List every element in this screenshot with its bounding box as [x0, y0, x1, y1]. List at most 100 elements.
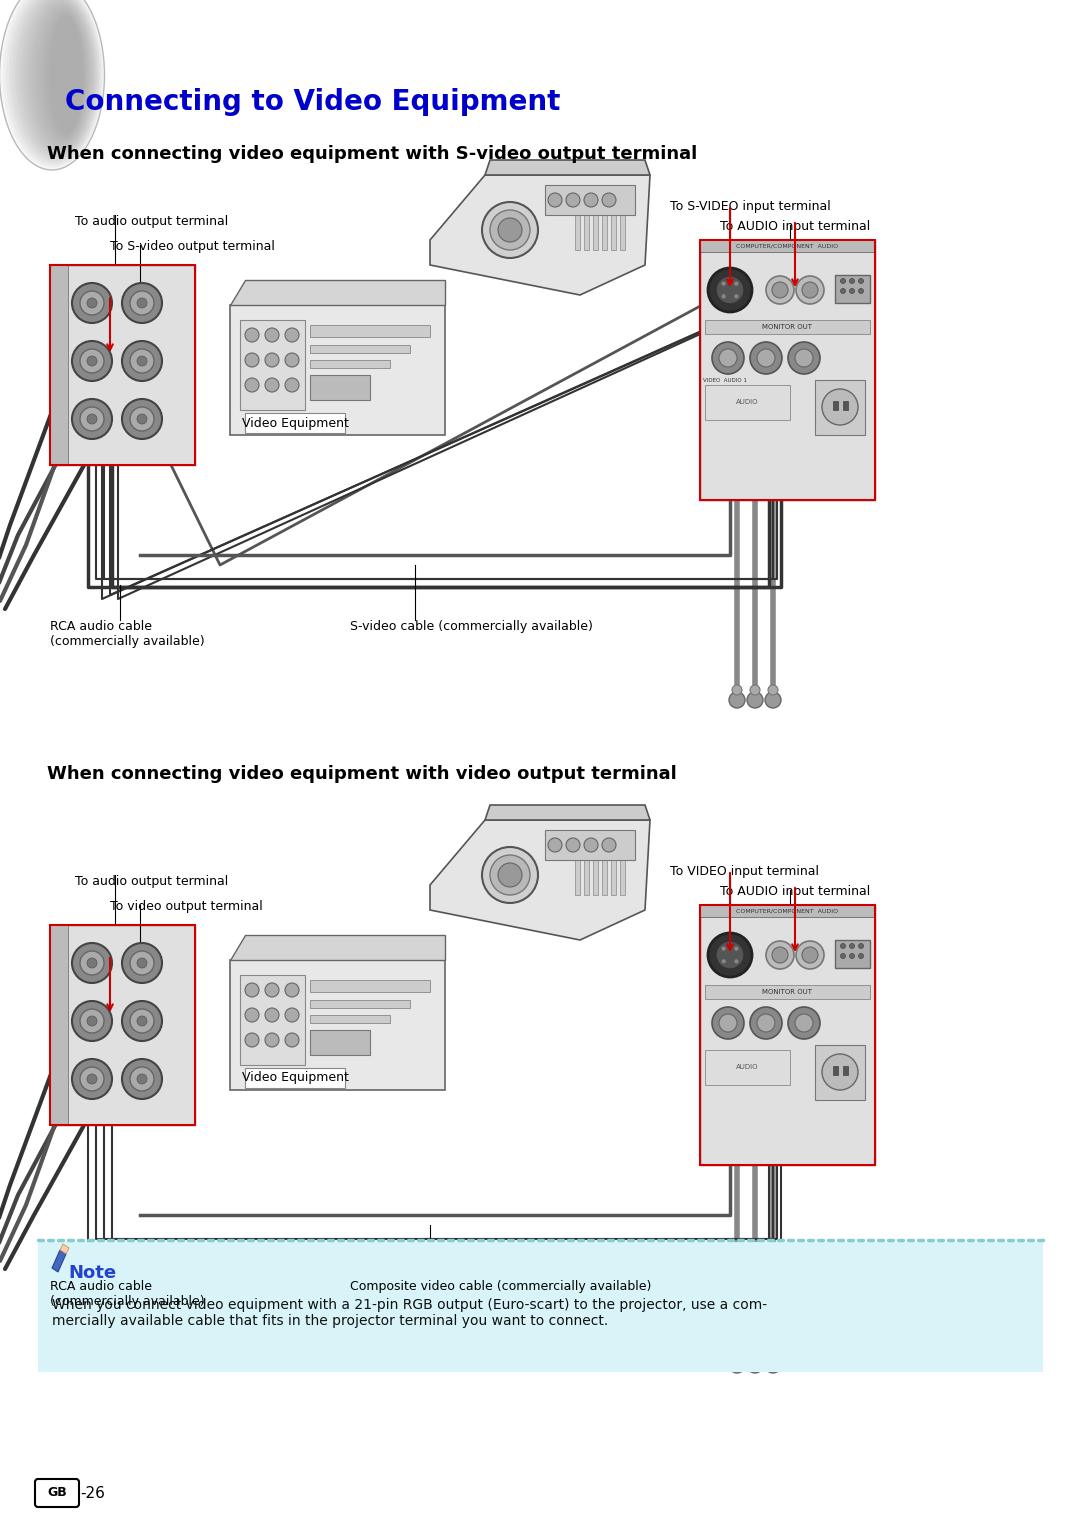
Circle shape [708, 934, 752, 976]
Bar [835, 276, 870, 303]
Circle shape [840, 288, 846, 294]
Circle shape [265, 327, 279, 343]
Circle shape [137, 1074, 147, 1084]
Circle shape [265, 982, 279, 998]
Circle shape [716, 941, 744, 969]
Circle shape [757, 1014, 775, 1033]
Bar [240, 975, 305, 1065]
Circle shape [80, 291, 104, 315]
Bar [575, 195, 580, 250]
Circle shape [796, 276, 824, 305]
Circle shape [285, 378, 299, 391]
Text: To AUDIO input terminal: To AUDIO input terminal [720, 219, 870, 233]
Text: MONITOR OUT: MONITOR OUT [762, 988, 812, 995]
Circle shape [729, 691, 745, 708]
Circle shape [245, 1033, 259, 1046]
Bar [310, 346, 410, 353]
Circle shape [566, 193, 580, 207]
Polygon shape [485, 160, 650, 175]
Bar [833, 1066, 838, 1075]
Circle shape [708, 268, 752, 312]
Circle shape [87, 356, 97, 366]
Circle shape [72, 341, 112, 381]
Ellipse shape [18, 0, 96, 157]
Circle shape [137, 958, 147, 969]
Bar [705, 1049, 789, 1084]
Circle shape [602, 193, 616, 207]
Bar [310, 1014, 390, 1023]
Text: Video Equipment: Video Equipment [242, 1072, 349, 1084]
Bar [245, 413, 345, 433]
Circle shape [795, 1014, 813, 1033]
Ellipse shape [38, 8, 89, 143]
Circle shape [802, 282, 818, 299]
Circle shape [750, 1349, 760, 1360]
Text: When you connect video equipment with a 21-pin RGB output (Euro-scart) to the pr: When you connect video equipment with a … [52, 1298, 767, 1328]
Text: Composite video cable (commercially available): Composite video cable (commercially avai… [350, 1279, 651, 1293]
Circle shape [795, 349, 813, 367]
Bar [50, 924, 68, 1125]
Bar [705, 320, 870, 334]
Bar [245, 1068, 345, 1087]
Circle shape [840, 944, 846, 949]
Bar [310, 1001, 410, 1008]
Bar [310, 324, 430, 337]
Bar [38, 1241, 1043, 1372]
Circle shape [130, 950, 154, 975]
Circle shape [87, 299, 97, 308]
Circle shape [859, 944, 864, 949]
Ellipse shape [35, 5, 90, 145]
Ellipse shape [43, 12, 85, 139]
Circle shape [548, 193, 562, 207]
Bar [705, 385, 789, 420]
Circle shape [734, 282, 739, 286]
Bar [700, 905, 875, 1165]
Bar [700, 241, 875, 500]
Text: GB: GB [48, 1486, 67, 1500]
Ellipse shape [22, 0, 95, 154]
Text: When connecting video equipment with video output terminal: When connecting video equipment with vid… [48, 765, 677, 783]
Text: COMPUTER/COMPONENT  AUDIO: COMPUTER/COMPONENT AUDIO [735, 909, 838, 914]
Circle shape [245, 353, 259, 367]
Circle shape [122, 399, 162, 439]
Text: Note: Note [68, 1264, 117, 1282]
Circle shape [768, 685, 778, 694]
Circle shape [130, 407, 154, 431]
Circle shape [719, 349, 737, 367]
Bar [584, 841, 589, 896]
Circle shape [765, 691, 781, 708]
Bar [700, 905, 875, 1165]
Text: RCA audio cable
(commercially available): RCA audio cable (commercially available) [50, 1279, 204, 1308]
Circle shape [548, 838, 562, 851]
Circle shape [734, 946, 739, 952]
Circle shape [245, 327, 259, 343]
Circle shape [122, 1001, 162, 1042]
Circle shape [80, 349, 104, 373]
Text: MONITOR OUT: MONITOR OUT [762, 324, 812, 330]
Circle shape [122, 341, 162, 381]
Text: AUDIO: AUDIO [735, 1065, 758, 1071]
Circle shape [72, 399, 112, 439]
Bar [310, 1030, 370, 1055]
Bar [310, 979, 430, 991]
Circle shape [482, 203, 538, 257]
Bar [310, 375, 370, 401]
Bar [584, 195, 589, 250]
Bar [843, 1066, 848, 1075]
Polygon shape [485, 806, 650, 819]
Ellipse shape [9, 0, 100, 163]
Circle shape [80, 407, 104, 431]
Circle shape [732, 685, 742, 694]
Ellipse shape [28, 0, 93, 149]
Bar [593, 841, 598, 896]
Circle shape [245, 982, 259, 998]
Circle shape [602, 838, 616, 851]
Circle shape [245, 1008, 259, 1022]
Polygon shape [230, 280, 445, 305]
Circle shape [796, 941, 824, 969]
Bar [230, 959, 445, 1090]
Bar [50, 265, 195, 465]
Text: RCA audio cable
(commercially available): RCA audio cable (commercially available) [50, 620, 204, 647]
Ellipse shape [31, 3, 91, 148]
Circle shape [802, 947, 818, 963]
